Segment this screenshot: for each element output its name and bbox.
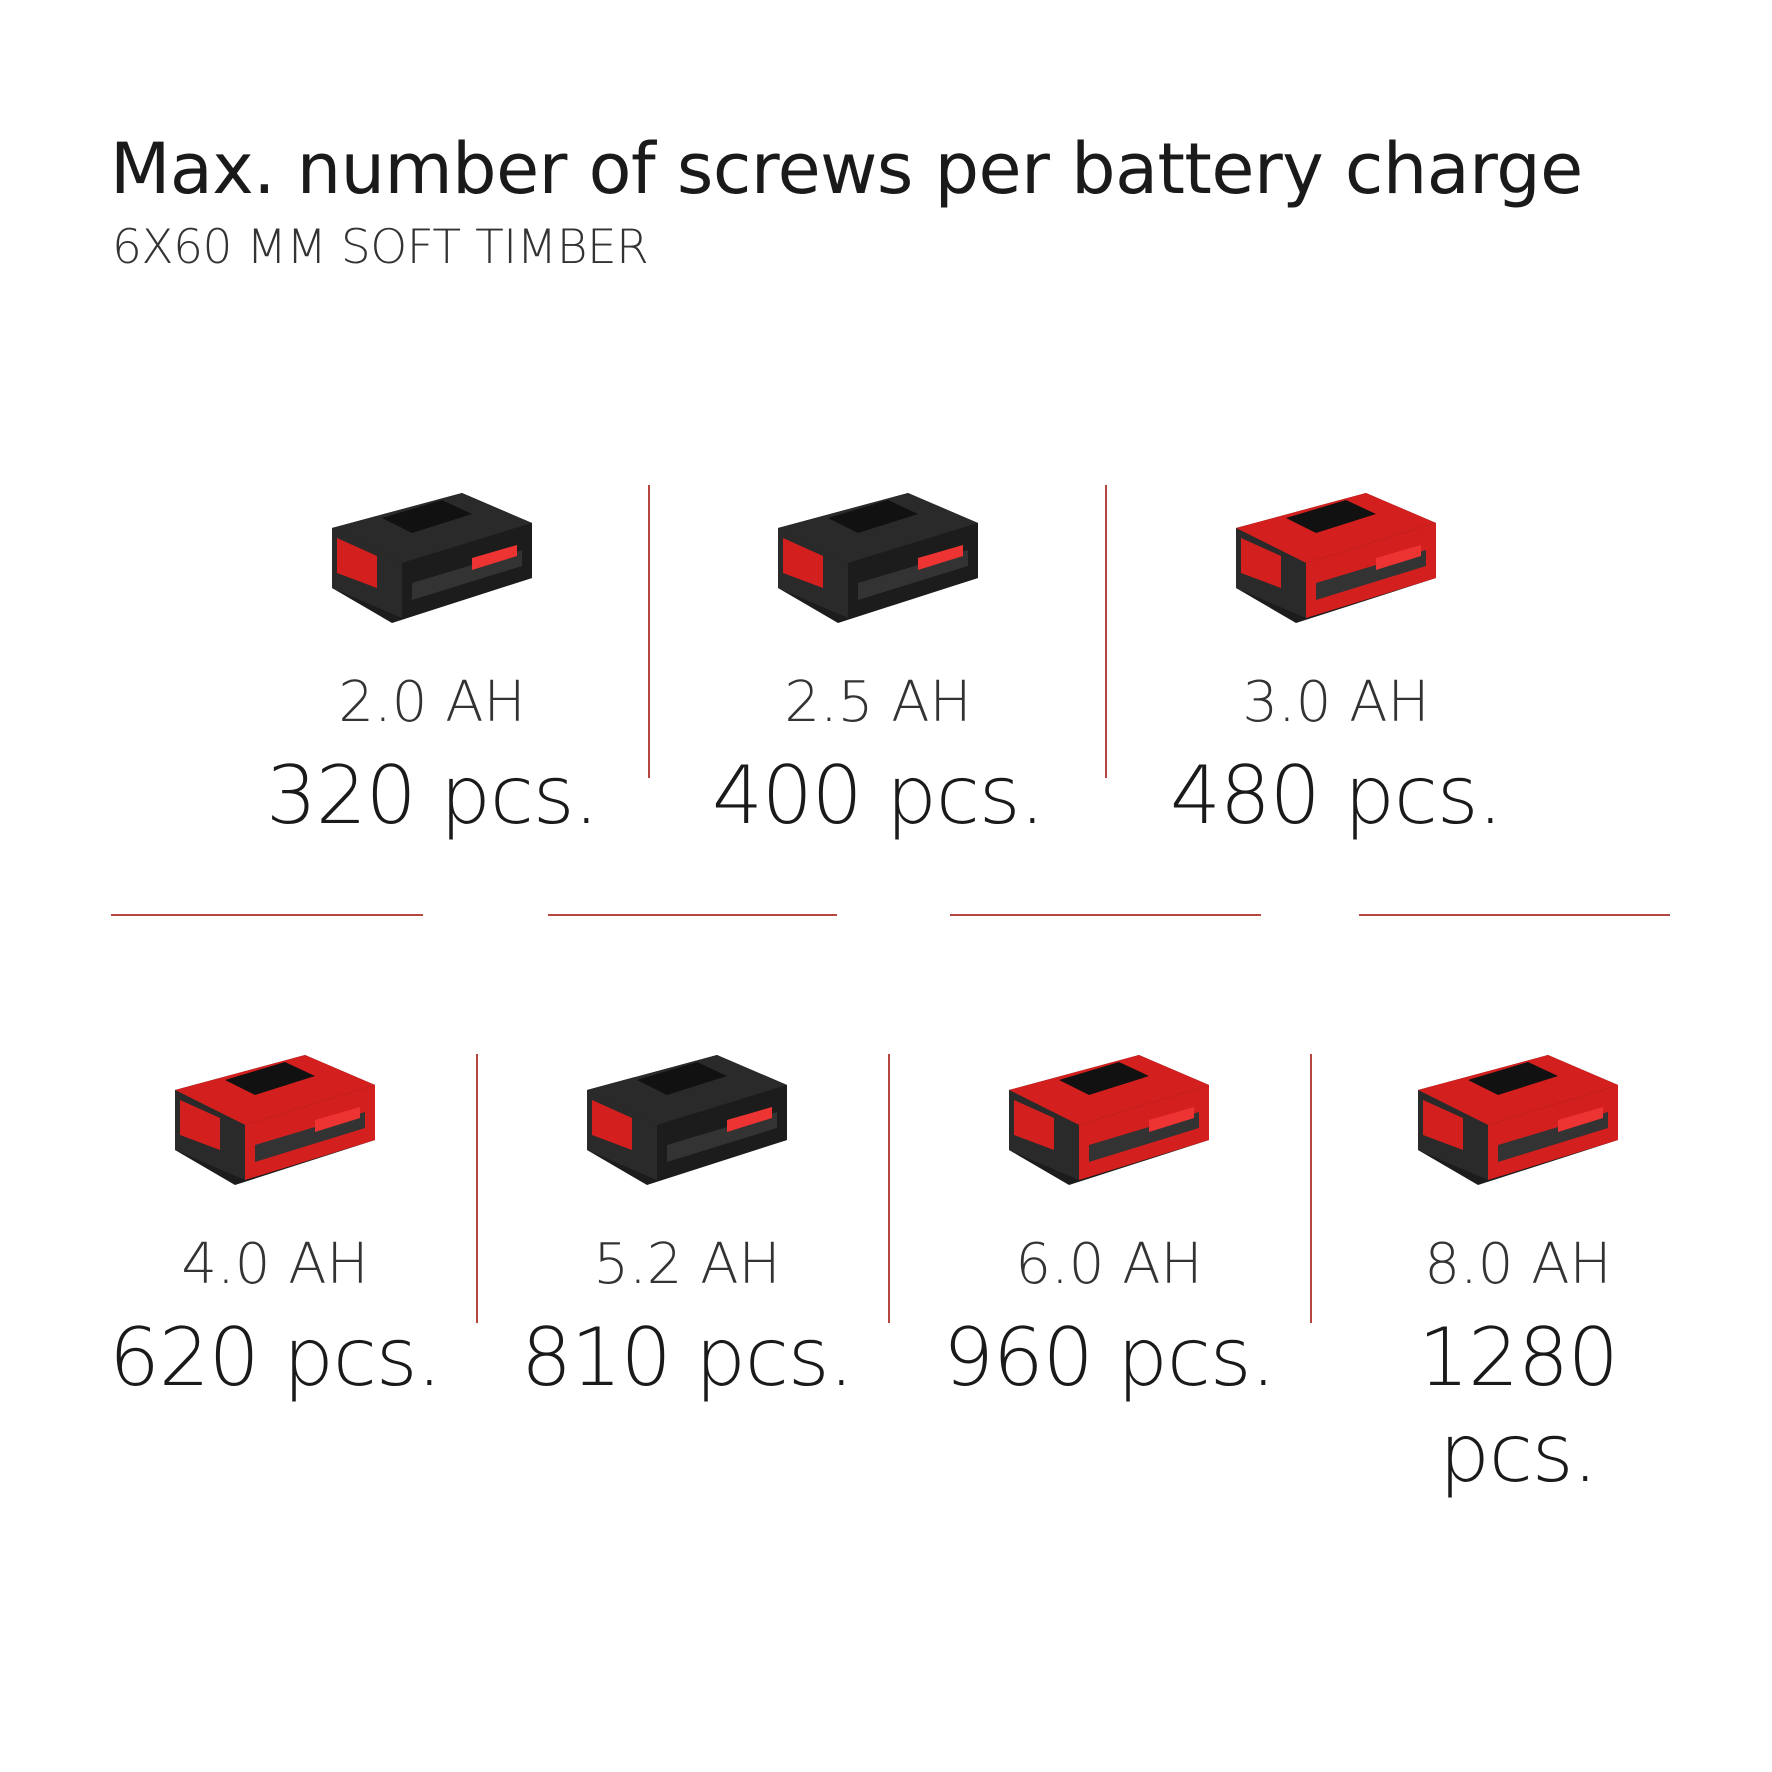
battery-card: 6.0 AH 960 pcs. [919, 1040, 1299, 1406]
battery-icon [1009, 1055, 1209, 1185]
divider [476, 1054, 478, 1323]
battery-icon [332, 493, 532, 623]
divider [1359, 914, 1670, 916]
page-title: Max. number of screws per battery charge [110, 128, 1583, 210]
screw-count: 400 pcs. [712, 749, 1045, 842]
battery-icon [1236, 493, 1436, 623]
divider [548, 914, 837, 916]
battery-capacity: 4.0 AH [181, 1232, 369, 1297]
battery-capacity: 5.2 AH [593, 1232, 781, 1297]
screw-count: 320 pcs. [266, 749, 599, 842]
battery-card: 2.5 AH 400 pcs. [688, 478, 1068, 844]
divider [888, 1054, 890, 1323]
battery-icon [778, 493, 978, 623]
battery-capacity: 6.0 AH [1015, 1232, 1203, 1297]
screw-count: 620 pcs. [109, 1311, 442, 1404]
divider [1105, 485, 1107, 778]
battery-card: 3.0 AH 480 pcs. [1146, 478, 1526, 844]
battery-capacity: 2.5 AH [784, 670, 972, 735]
divider [648, 485, 650, 778]
battery-icon [1418, 1055, 1618, 1185]
screw-count: 1280 pcs. [1418, 1311, 1619, 1500]
screw-count: 960 pcs. [943, 1311, 1276, 1404]
divider [1310, 1054, 1312, 1323]
screw-count: 810 pcs. [521, 1311, 854, 1404]
battery-capacity: 8.0 AH [1424, 1232, 1612, 1297]
battery-card: 5.2 AH 810 pcs. [497, 1040, 877, 1406]
battery-capacity: 3.0 AH [1242, 670, 1430, 735]
battery-card: 4.0 AH 620 pcs. [85, 1040, 465, 1406]
divider [111, 914, 423, 916]
screw-count: 480 pcs. [1170, 749, 1503, 842]
battery-card: 2.0 AH 320 pcs. [242, 478, 622, 844]
battery-card: 8.0 AH 1280 pcs. [1328, 1040, 1708, 1502]
divider [950, 914, 1261, 916]
battery-capacity: 2.0 AH [338, 670, 526, 735]
page-subtitle: 6X60 MM SOFT TIMBER [112, 220, 649, 275]
battery-icon [587, 1055, 787, 1185]
battery-icon [175, 1055, 375, 1185]
